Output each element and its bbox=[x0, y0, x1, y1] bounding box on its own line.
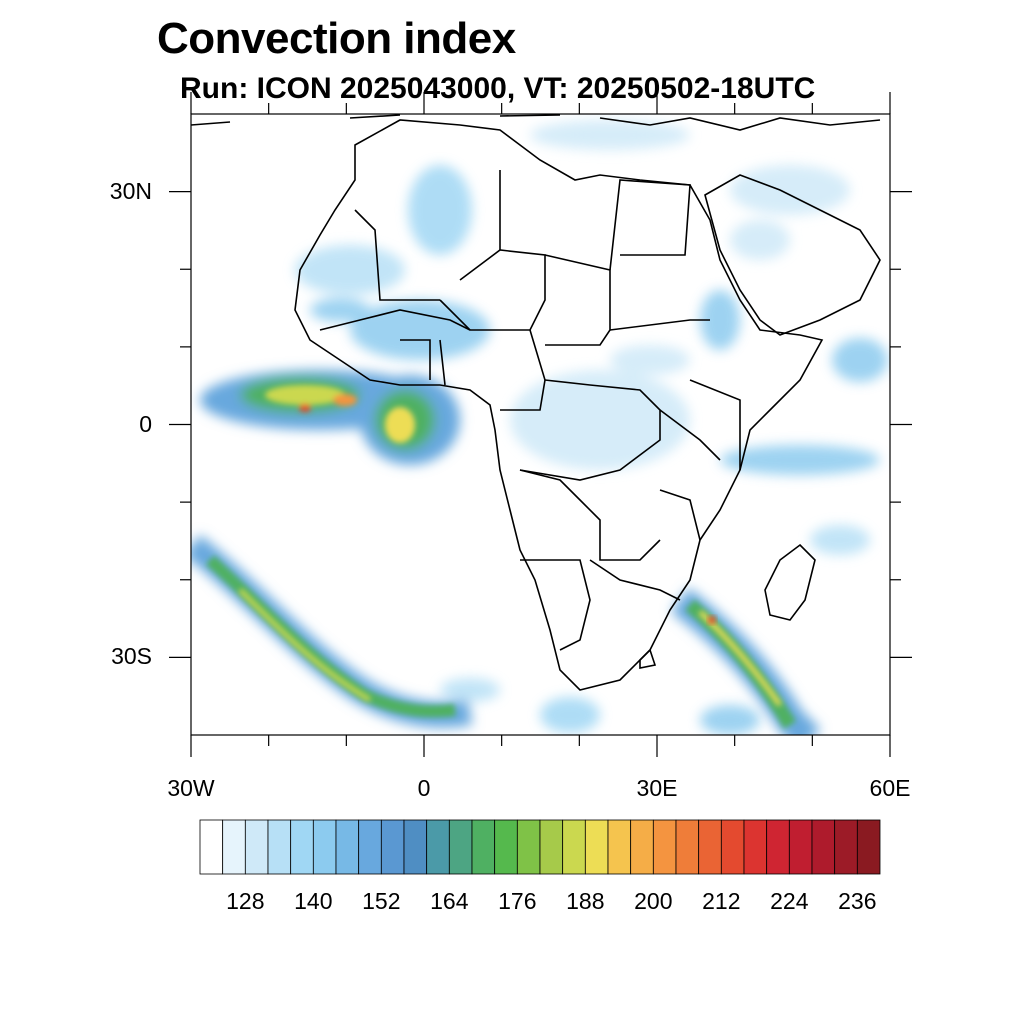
colorbar-box bbox=[856, 819, 881, 875]
colorbar-box bbox=[448, 819, 473, 875]
colorbar-box bbox=[516, 819, 541, 875]
colorbar-tick-label: 164 bbox=[430, 888, 469, 914]
colorbar-box bbox=[494, 819, 518, 875]
convection-field bbox=[191, 120, 888, 735]
colorbar-box bbox=[743, 819, 768, 875]
colorbar-box bbox=[312, 819, 337, 875]
lat-tick-label: 30S bbox=[111, 643, 152, 670]
colorbar-tick-label: 128 bbox=[226, 888, 265, 914]
colorbar-box bbox=[811, 819, 836, 875]
lon-tick-label: 30W bbox=[167, 775, 215, 801]
colorbar-box bbox=[426, 819, 450, 875]
colorbar-box bbox=[199, 819, 224, 875]
lat-tick-label: 30N bbox=[109, 177, 152, 204]
colorbar-box bbox=[244, 819, 269, 875]
colorbar-box bbox=[539, 819, 564, 875]
colorbar-box bbox=[675, 819, 700, 875]
colorbar bbox=[199, 819, 881, 875]
colorbar-box bbox=[698, 819, 722, 875]
colorbar-box bbox=[834, 819, 858, 875]
colorbar-tick-label: 212 bbox=[702, 888, 741, 914]
colorbar-box bbox=[335, 819, 360, 875]
colorbar-box bbox=[380, 819, 405, 875]
colorbar-tick-label: 140 bbox=[294, 888, 333, 914]
colorbar-box bbox=[652, 819, 677, 875]
colorbar-box bbox=[222, 819, 246, 875]
colorbar-box bbox=[562, 819, 586, 875]
colorbar-tick-label: 224 bbox=[770, 888, 809, 914]
lon-tick-label: 0 bbox=[417, 775, 431, 801]
colorbar-box bbox=[471, 819, 496, 875]
colorbar-box bbox=[607, 819, 632, 875]
colorbar-box bbox=[720, 819, 745, 875]
colorbar-box bbox=[584, 819, 609, 875]
coastlines bbox=[191, 114, 881, 691]
colorbar-box bbox=[290, 819, 314, 875]
colorbar-box bbox=[788, 819, 813, 875]
colorbar-box bbox=[403, 819, 428, 875]
colorbar-tick-label: 236 bbox=[838, 888, 877, 914]
map-title: Convection index bbox=[157, 14, 516, 63]
colorbar-tick-label: 152 bbox=[362, 888, 401, 914]
colorbar-tick-label: 176 bbox=[498, 888, 537, 914]
lon-tick-label: 30E bbox=[636, 775, 678, 801]
colorbar-tick-label: 188 bbox=[566, 888, 605, 914]
axis-ticks bbox=[169, 92, 912, 757]
colorbar-box bbox=[267, 819, 292, 875]
colorbar-tick-label: 200 bbox=[634, 888, 673, 914]
lon-tick-label: 60E bbox=[869, 775, 911, 801]
colorbar-box bbox=[630, 819, 654, 875]
colorbar-box bbox=[766, 819, 790, 875]
map-subtitle: Run: ICON 2025043000, VT: 20250502-18UTC bbox=[180, 72, 816, 105]
colorbar-box bbox=[358, 819, 382, 875]
lat-tick-label: 0 bbox=[139, 410, 152, 437]
